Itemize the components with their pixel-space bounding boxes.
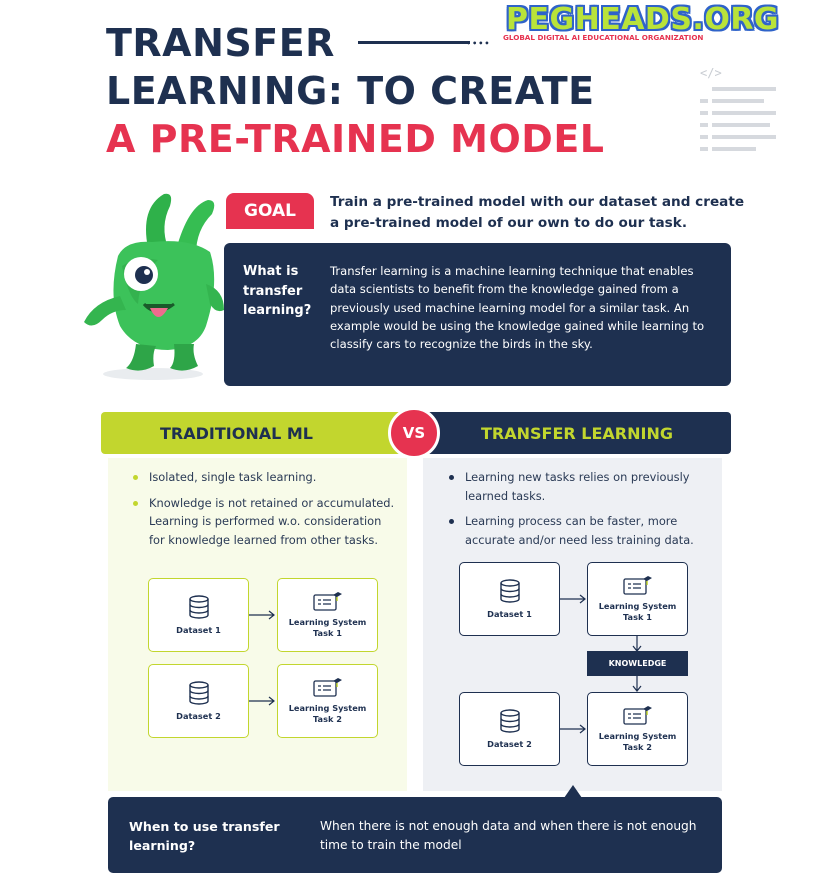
knowledge-label: KNOWLEDGE <box>587 651 688 676</box>
learning-task-2-box: Learning System Task 2 <box>587 692 688 766</box>
title-line-3: A PRE-TRAINED MODEL <box>106 117 605 161</box>
learning-board-icon <box>312 678 342 697</box>
database-icon <box>188 594 209 619</box>
goal-badge: GOAL <box>226 193 314 229</box>
transfer-learning-title: TRANSFER LEARNING <box>481 424 673 443</box>
database-icon <box>499 708 520 733</box>
vs-badge: VS <box>388 407 440 459</box>
title-line-1: TRANSFER <box>106 21 335 65</box>
traditional-ml-bullets: Isolated, single task learning. Knowledg… <box>133 468 395 556</box>
arrow-icon <box>560 724 586 734</box>
transfer-learning-header <box>414 412 731 454</box>
database-icon <box>188 680 209 705</box>
callout-pointer <box>564 785 582 798</box>
learning-board-icon <box>622 576 652 595</box>
when-to-use-box <box>108 797 722 873</box>
learning-task-1-box: Learning System Task 1 <box>277 578 378 652</box>
definition-question: What is transfer learning? <box>243 264 312 318</box>
list-item: Learning process can be faster, more acc… <box>449 512 711 549</box>
title-rule <box>358 41 470 44</box>
traditional-ml-title: TRADITIONAL ML <box>160 424 313 443</box>
mascot-monster <box>84 193 224 380</box>
code-icon: </> <box>700 66 722 80</box>
definition-answer: Transfer learning is a machine learning … <box>330 264 705 352</box>
dataset-1-box: Dataset 1 <box>148 578 249 652</box>
arrow-icon <box>560 594 586 604</box>
dataset-2-box: Dataset 2 <box>459 692 560 766</box>
when-answer: When there is not enough data and when t… <box>320 819 697 852</box>
when-question: When to use transfer learning? <box>129 819 280 853</box>
title-line-2: LEARNING: TO CREATE <box>106 69 595 113</box>
definition-box <box>224 243 731 386</box>
learning-board-icon <box>622 706 652 725</box>
dataset-2-box: Dataset 2 <box>148 664 249 738</box>
learning-board-icon <box>312 592 342 611</box>
list-item: Learning new tasks relies on previously … <box>449 468 711 505</box>
arrow-icon <box>249 610 275 620</box>
dataset-1-box: Dataset 1 <box>459 562 560 636</box>
database-icon <box>499 578 520 603</box>
arrow-icon <box>632 636 642 652</box>
transfer-learning-bullets: Learning new tasks relies on previously … <box>449 468 711 556</box>
goal-text: Train a pre-trained model with our datas… <box>330 194 745 231</box>
learning-task-2-box: Learning System Task 2 <box>277 664 378 738</box>
learning-task-1-box: Learning System Task 1 <box>587 562 688 636</box>
traditional-ml-header <box>101 412 431 454</box>
logo-tagline: GLOBAL DIGITAL AI EDUCATIONAL ORGANIZATI… <box>503 33 704 42</box>
list-item: Isolated, single task learning. <box>133 468 395 487</box>
arrow-icon <box>632 676 642 692</box>
logo: PEGHEADS.ORG <box>506 2 780 37</box>
title-dots: •••• <box>466 39 491 48</box>
arrow-icon <box>249 696 275 706</box>
list-item: Knowledge is not retained or accumulated… <box>133 494 395 550</box>
